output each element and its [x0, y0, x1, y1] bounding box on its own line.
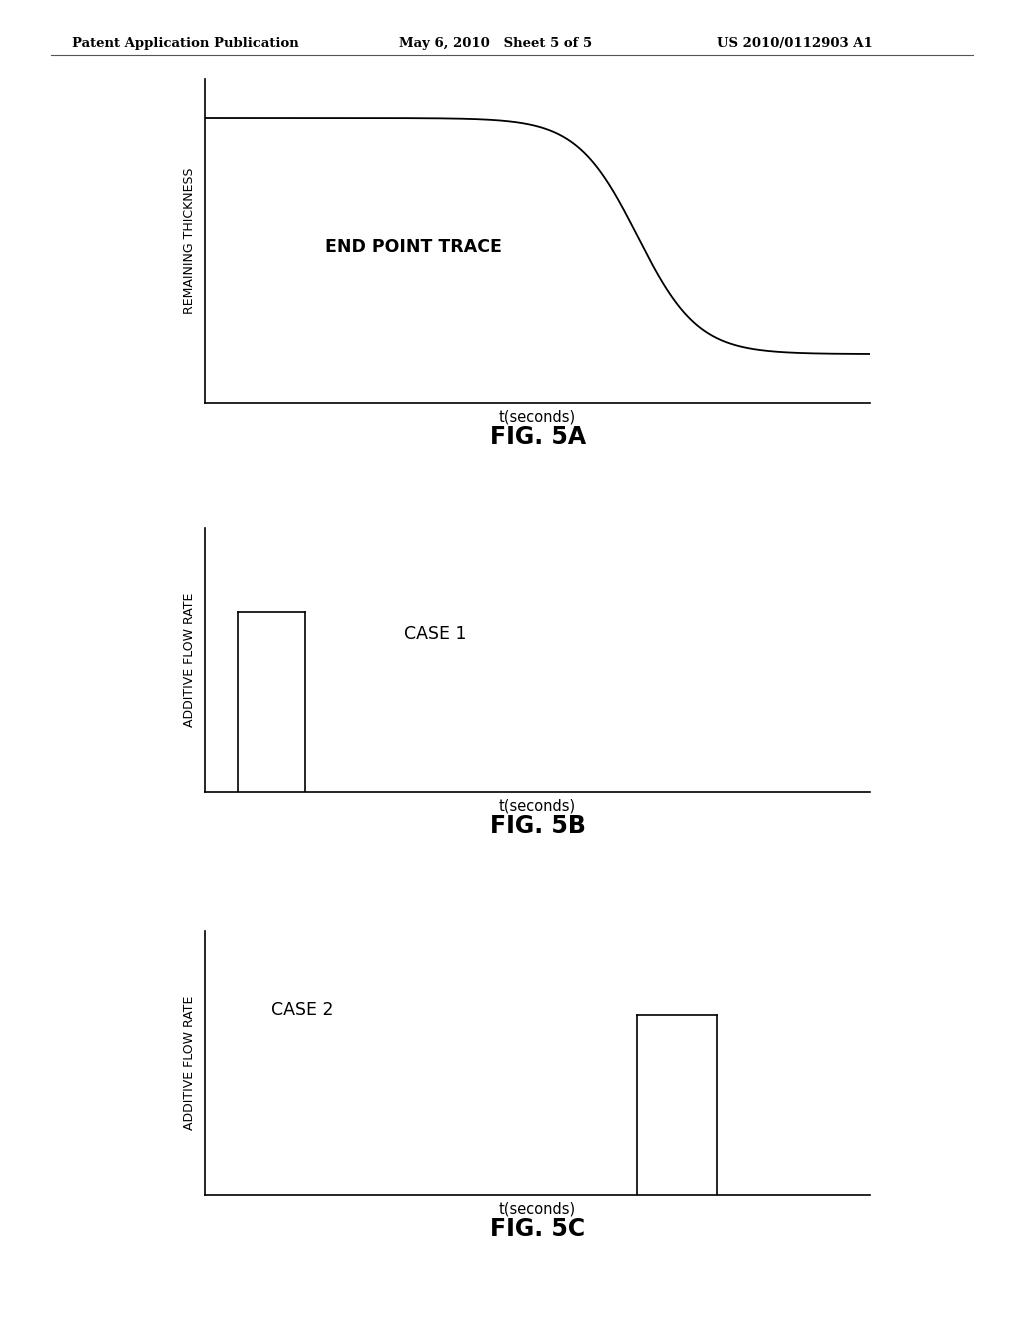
Text: May 6, 2010   Sheet 5 of 5: May 6, 2010 Sheet 5 of 5 — [399, 37, 593, 50]
Text: CASE 1: CASE 1 — [404, 624, 467, 643]
Text: Patent Application Publication: Patent Application Publication — [72, 37, 298, 50]
X-axis label: t(seconds): t(seconds) — [499, 1201, 577, 1217]
Text: CASE 2: CASE 2 — [271, 1001, 334, 1019]
X-axis label: t(seconds): t(seconds) — [499, 799, 577, 814]
Text: FIG. 5B: FIG. 5B — [489, 814, 586, 838]
Text: END POINT TRACE: END POINT TRACE — [325, 239, 502, 256]
Text: US 2010/0112903 A1: US 2010/0112903 A1 — [717, 37, 872, 50]
Text: FIG. 5C: FIG. 5C — [490, 1217, 585, 1241]
X-axis label: t(seconds): t(seconds) — [499, 409, 577, 425]
Text: FIG. 5A: FIG. 5A — [489, 425, 586, 449]
Y-axis label: REMAINING THICKNESS: REMAINING THICKNESS — [183, 168, 197, 314]
Y-axis label: ADDITIVE FLOW RATE: ADDITIVE FLOW RATE — [183, 593, 197, 727]
Y-axis label: ADDITIVE FLOW RATE: ADDITIVE FLOW RATE — [183, 995, 197, 1130]
